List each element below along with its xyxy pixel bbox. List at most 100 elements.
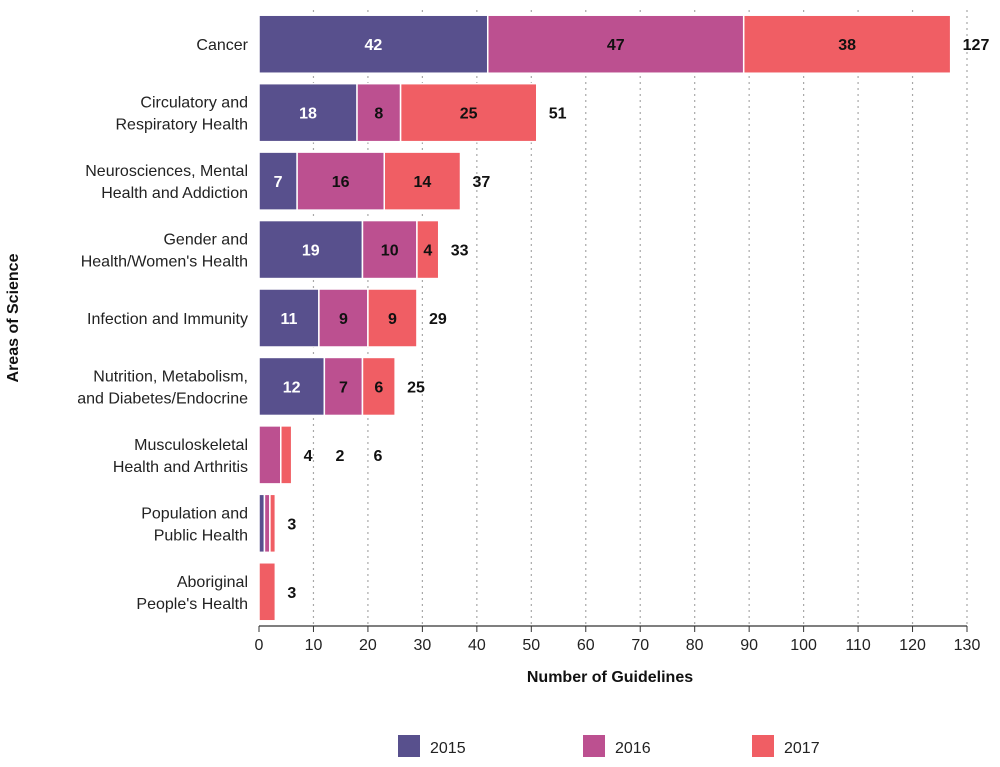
total-label: 3: [287, 585, 296, 602]
category-label: Health and Arthritis: [113, 459, 248, 476]
data-label: 11: [280, 311, 297, 328]
legend-label: 2017: [784, 740, 820, 757]
category-labels: Cancer Circulatory and Respiratory Health N…: [77, 37, 248, 613]
bar-2016: [486, 14, 745, 74]
data-label: 9: [339, 311, 348, 328]
category-label: Cancer: [196, 37, 248, 54]
tick-label: 30: [413, 637, 431, 654]
segment-labels: 42 47 38 18 8 25 7 16 14 19 10 4 11 9 9 12 7 6: [274, 37, 857, 396]
category-label: Population and: [141, 505, 248, 522]
data-label: 7: [339, 379, 348, 396]
bar-2017: [258, 562, 277, 622]
legend-swatch-2016: [583, 735, 605, 757]
bar-2017: [361, 356, 396, 417]
data-label: 12: [283, 379, 301, 396]
bar-2016: [296, 151, 386, 211]
total-label: 25: [407, 379, 425, 396]
total-label: 3: [287, 516, 296, 533]
tick-label: 70: [631, 637, 649, 654]
data-label: 19: [302, 243, 320, 260]
tick-label: 80: [686, 637, 704, 654]
tick-label: 90: [740, 637, 758, 654]
bar-2017: [399, 82, 538, 143]
data-label: 42: [364, 37, 382, 54]
category-label: People's Health: [136, 596, 248, 613]
data-label: 16: [332, 174, 350, 191]
tick-label: 10: [305, 637, 323, 654]
bar-2016: [263, 493, 271, 554]
x-axis-title: Number of Guidelines: [527, 669, 693, 686]
bar-2017: [742, 14, 952, 74]
data-label: 25: [460, 106, 478, 123]
bar-2017: [367, 288, 418, 348]
category-label: Public Health: [154, 527, 248, 544]
annotation-label: 6: [374, 448, 383, 465]
tick-label: 130: [954, 637, 981, 654]
legend-label: 2016: [615, 740, 651, 757]
data-label: 9: [388, 311, 397, 328]
legend-label: 2015: [430, 740, 466, 757]
tick-label: 100: [790, 637, 817, 654]
bar-2016: [318, 288, 369, 348]
bar-2017: [269, 493, 277, 554]
tick-label: 60: [577, 637, 595, 654]
total-label: 127: [963, 37, 990, 54]
legend-swatch-2015: [398, 735, 420, 757]
bar-2015: [258, 356, 326, 417]
bar-2016: [361, 219, 418, 280]
data-label: 8: [374, 106, 383, 123]
bar-2016: [323, 356, 364, 417]
data-label: 47: [607, 37, 625, 54]
category-label: Musculoskeletal: [134, 437, 248, 454]
bar-2017: [280, 425, 293, 485]
legend-swatch-2017: [752, 735, 774, 757]
data-label: 4: [423, 243, 432, 260]
bar-2015: [258, 14, 489, 74]
bar-2015: [258, 493, 266, 554]
tick-label: 120: [899, 637, 926, 654]
bar-2015: [258, 288, 320, 348]
category-label: Nutrition, Metabolism,: [93, 368, 248, 385]
category-label: Aboriginal: [177, 574, 248, 591]
bar-2016: [258, 425, 282, 485]
bar-2015: [258, 82, 358, 143]
bar-2015: [258, 151, 298, 211]
data-label: 38: [838, 37, 856, 54]
tick-label: 20: [359, 637, 377, 654]
tick-label: 40: [468, 637, 486, 654]
data-label: 18: [299, 106, 317, 123]
category-label: Neurosciences, Mental: [85, 163, 248, 180]
legend: 2015 2016 2017: [398, 735, 820, 757]
bar-2016: [356, 82, 402, 143]
total-label: 29: [429, 311, 447, 328]
tick-label: 50: [522, 637, 540, 654]
category-label: Circulatory and: [140, 95, 248, 112]
bars: [258, 14, 952, 622]
data-label: 6: [374, 379, 383, 396]
bar-2017: [416, 219, 440, 280]
x-ticks: 0 10 20 30 40 50 60 70 80 90 100 110 120 130: [255, 626, 981, 654]
total-label: 33: [451, 243, 469, 260]
annotation-label: 2: [336, 448, 345, 465]
bar-2015: [258, 219, 364, 280]
data-label: 7: [274, 174, 283, 191]
total-label: 51: [549, 106, 567, 123]
category-label: Health and Addiction: [101, 185, 248, 202]
category-label: Infection and Immunity: [87, 311, 248, 328]
category-label: Health/Women's Health: [81, 254, 248, 271]
category-label: and Diabetes/Endocrine: [77, 390, 248, 407]
y-axis-title: Areas of Science: [5, 253, 22, 382]
total-label: 37: [473, 174, 491, 191]
tick-label: 110: [845, 637, 871, 654]
category-label: Gender and: [163, 232, 248, 249]
total-label: 4: [304, 448, 313, 465]
tick-label: 0: [255, 637, 264, 654]
data-label: 14: [413, 174, 431, 191]
category-label: Respiratory Health: [116, 117, 249, 134]
data-label: 10: [381, 243, 399, 260]
bar-2017: [383, 151, 462, 211]
